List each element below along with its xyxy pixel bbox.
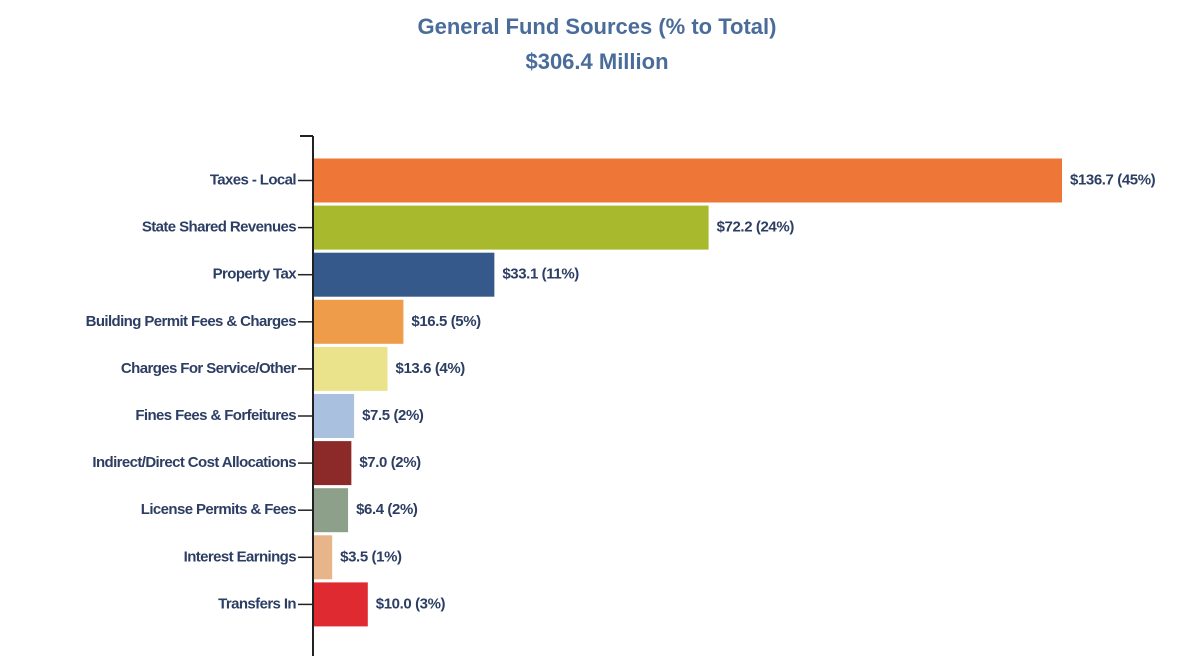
value-label: $3.5 (1%) xyxy=(340,548,402,565)
bar xyxy=(314,488,349,533)
category-label: Interest Earnings xyxy=(184,548,297,565)
category-label: Transfers In xyxy=(218,595,296,612)
value-label: $7.5 (2%) xyxy=(362,407,424,424)
bar xyxy=(314,346,388,391)
bar xyxy=(314,441,352,486)
category-label: License Permits & Fees xyxy=(141,501,296,518)
category-label: Building Permit Fees & Charges xyxy=(86,313,297,330)
value-label: $16.5 (5%) xyxy=(411,313,481,330)
value-label: $72.2 (24%) xyxy=(717,219,795,236)
value-label: $7.0 (2%) xyxy=(359,454,421,471)
value-label: $13.6 (4%) xyxy=(396,360,466,377)
value-label: $10.0 (3%) xyxy=(376,595,446,612)
bar xyxy=(314,582,368,627)
value-label: $6.4 (2%) xyxy=(356,501,418,518)
category-label: Property Tax xyxy=(213,266,298,283)
chart-subtitle: $306.4 Million xyxy=(525,49,668,74)
chart-title: General Fund Sources (% to Total) xyxy=(418,14,777,39)
value-label: $136.7 (45%) xyxy=(1070,171,1156,188)
value-label: $33.1 (11%) xyxy=(502,266,579,283)
category-label: Charges For Service/Other xyxy=(121,360,297,377)
category-label: Taxes - Local xyxy=(210,171,297,188)
bar xyxy=(314,205,709,250)
bar xyxy=(314,252,495,297)
category-label: State Shared Revenues xyxy=(142,219,296,236)
bar xyxy=(314,394,355,438)
category-label: Indirect/Direct Cost Allocations xyxy=(92,454,296,471)
bar xyxy=(314,299,404,344)
bar xyxy=(314,535,333,580)
category-label: Fines Fees & Forfeitures xyxy=(135,407,296,424)
bar xyxy=(314,158,1062,203)
